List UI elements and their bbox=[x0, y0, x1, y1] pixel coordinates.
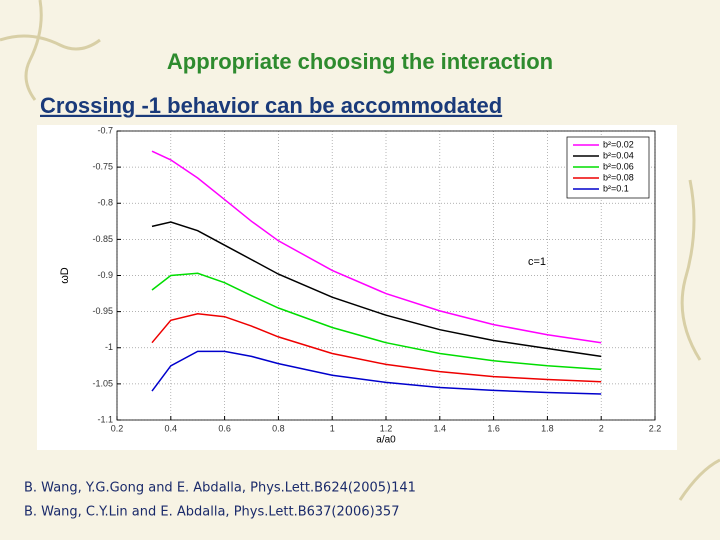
x-tick-label: 0.8 bbox=[272, 423, 285, 433]
y-axis-label: ωD bbox=[59, 267, 71, 284]
x-tick-label: 0.6 bbox=[218, 423, 231, 433]
x-tick-label: 0.2 bbox=[111, 423, 124, 433]
x-axis-label: a/a0 bbox=[376, 435, 396, 446]
y-tick-label: -0.85 bbox=[92, 234, 113, 244]
reference: B. Wang, Y.G.Gong and E. Abdalla, Phys.L… bbox=[24, 481, 416, 496]
slide-title: Appropriate choosing the interaction bbox=[167, 49, 553, 74]
x-tick-label: 1.4 bbox=[434, 423, 447, 433]
annotation: c=1 bbox=[528, 256, 546, 268]
slide-subtitle: Crossing -1 behavior can be accommodated bbox=[40, 93, 502, 118]
series-line bbox=[151, 221, 602, 358]
legend-label: b²=0.04 bbox=[603, 150, 634, 160]
y-tick-label: -1 bbox=[105, 342, 113, 352]
x-tick-label: 1.8 bbox=[541, 423, 554, 433]
legend-label: b²=0.08 bbox=[603, 172, 634, 182]
y-tick-label: -0.95 bbox=[92, 306, 113, 316]
y-tick-label: -0.8 bbox=[97, 198, 113, 208]
legend-label: b²=0.02 bbox=[603, 139, 634, 149]
y-tick-label: -1.05 bbox=[92, 378, 113, 388]
series-line bbox=[151, 313, 602, 383]
x-tick-label: 2.2 bbox=[649, 423, 662, 433]
legend-label: b²=0.1 bbox=[603, 183, 629, 193]
series-line bbox=[151, 350, 602, 395]
x-tick-label: 1.6 bbox=[487, 423, 500, 433]
x-tick-label: 2 bbox=[599, 423, 604, 433]
y-tick-label: -0.9 bbox=[97, 270, 113, 280]
plot-frame bbox=[116, 130, 656, 421]
x-tick-label: 0.4 bbox=[165, 423, 178, 433]
y-tick-label: -0.7 bbox=[97, 125, 113, 135]
y-tick-label: -1.1 bbox=[97, 414, 113, 424]
series-line bbox=[151, 272, 602, 371]
reference: B. Wang, C.Y.Lin and E. Abdalla, Phys.Le… bbox=[24, 505, 399, 520]
x-tick-label: 1.2 bbox=[380, 423, 393, 433]
x-tick-label: 1 bbox=[330, 423, 335, 433]
y-tick-label: -0.75 bbox=[92, 162, 113, 172]
decoration bbox=[0, 0, 720, 501]
legend-label: b²=0.06 bbox=[603, 161, 634, 171]
series-line bbox=[151, 150, 602, 344]
